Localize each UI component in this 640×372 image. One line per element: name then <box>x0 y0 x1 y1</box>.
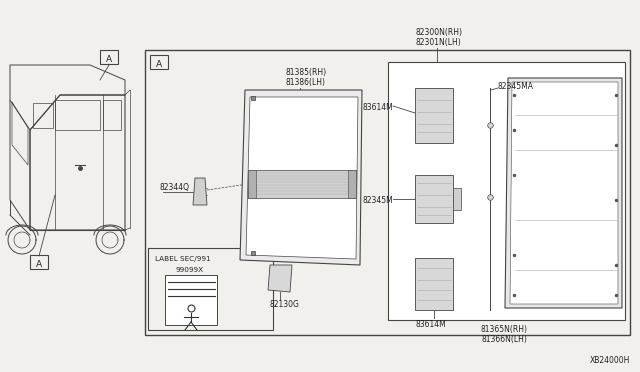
Bar <box>165 275 217 325</box>
Text: 82301N(LH): 82301N(LH) <box>415 38 461 47</box>
Bar <box>415 175 453 223</box>
Text: A: A <box>36 260 42 269</box>
Polygon shape <box>246 97 358 259</box>
Text: A: A <box>106 55 112 64</box>
Bar <box>453 188 461 210</box>
Text: 83614M: 83614M <box>362 103 393 112</box>
Bar <box>148 248 273 330</box>
Polygon shape <box>510 82 618 304</box>
Polygon shape <box>193 178 207 205</box>
Text: 81385(RH): 81385(RH) <box>285 68 326 77</box>
Bar <box>248 170 256 198</box>
Text: 83614M: 83614M <box>415 320 445 329</box>
Bar <box>33 103 53 128</box>
Text: LABEL SEC/991: LABEL SEC/991 <box>155 256 211 262</box>
Bar <box>248 170 356 198</box>
Polygon shape <box>268 265 292 292</box>
Text: A: A <box>156 60 162 69</box>
Text: 82344Q: 82344Q <box>160 183 190 192</box>
Bar <box>103 100 121 130</box>
Text: 82345M: 82345M <box>362 196 393 205</box>
Text: XB24000H: XB24000H <box>589 356 630 365</box>
Text: 81366N(LH): 81366N(LH) <box>481 335 527 344</box>
Text: 82130G: 82130G <box>270 300 300 309</box>
Bar <box>415 88 453 143</box>
Bar <box>415 258 453 310</box>
Text: 81386(LH): 81386(LH) <box>285 78 325 87</box>
Polygon shape <box>505 78 622 308</box>
Text: 99099X: 99099X <box>175 267 203 273</box>
Polygon shape <box>240 90 362 265</box>
Bar <box>100 50 118 64</box>
Text: 81365N(RH): 81365N(RH) <box>481 325 527 334</box>
Bar <box>150 55 168 69</box>
Bar <box>348 170 356 198</box>
Text: 82300N(RH): 82300N(RH) <box>415 28 462 37</box>
Text: 82345MA: 82345MA <box>497 82 533 91</box>
Bar <box>30 255 48 269</box>
Bar <box>145 50 630 335</box>
Bar <box>55 100 100 130</box>
Bar <box>388 62 625 320</box>
